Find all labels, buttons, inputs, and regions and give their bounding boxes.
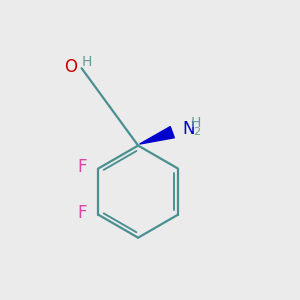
Text: H: H xyxy=(82,55,92,69)
Text: H: H xyxy=(191,116,201,130)
Text: O: O xyxy=(64,58,77,76)
Polygon shape xyxy=(140,127,174,144)
Text: F: F xyxy=(77,158,87,176)
Text: N: N xyxy=(182,120,195,138)
Text: F: F xyxy=(77,204,87,222)
Text: 2: 2 xyxy=(194,127,200,136)
